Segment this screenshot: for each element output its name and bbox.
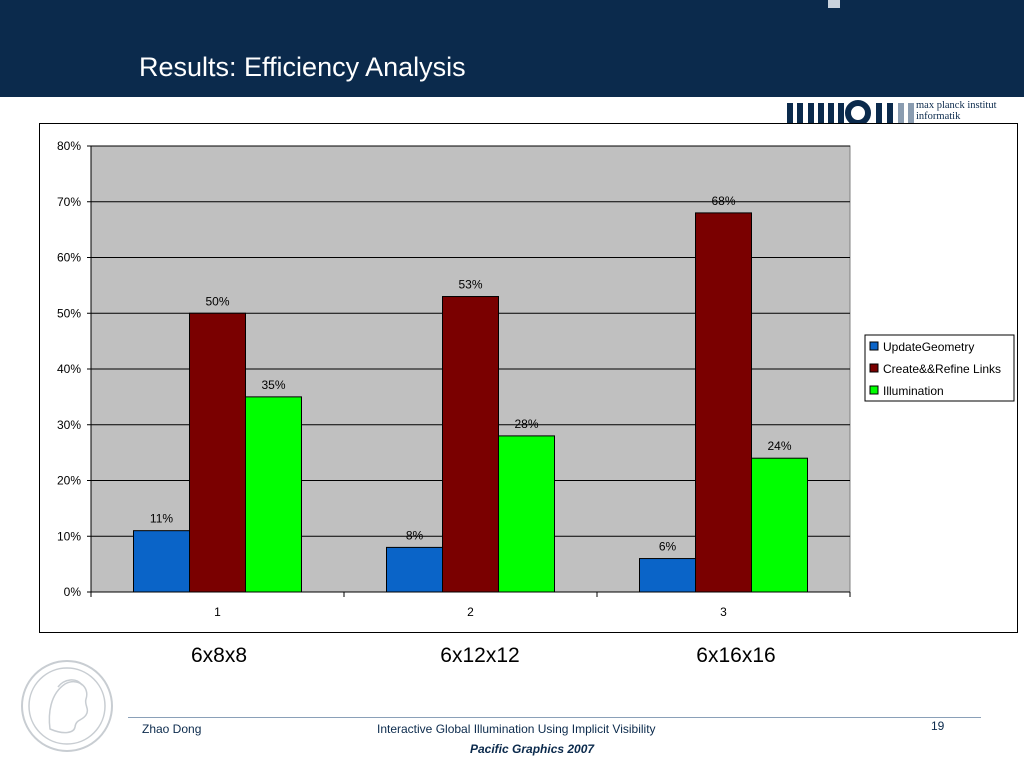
legend-box — [864, 334, 1015, 402]
logo-text-line2: informatik — [916, 111, 961, 122]
title-bar: Results: Efficiency Analysis — [0, 0, 1024, 97]
legend-label: Create&&Refine Links — [883, 362, 1001, 376]
y-tick-label: 0% — [64, 585, 82, 599]
logo-text: max planck institut informatik — [916, 100, 997, 122]
category-caption-2: 6x12x12 — [440, 644, 520, 667]
bar — [245, 396, 302, 593]
y-tick-label: 60% — [57, 251, 81, 265]
slide-title: Results: Efficiency Analysis — [139, 52, 466, 82]
bar — [133, 530, 190, 593]
data-label: 68% — [711, 194, 735, 208]
y-tick-label: 10% — [57, 529, 81, 543]
data-label: 6% — [659, 540, 677, 554]
category-caption-1: 6x8x8 — [190, 644, 248, 667]
y-tick-label: 20% — [57, 474, 81, 488]
y-tick-label: 40% — [57, 362, 81, 376]
x-tick-label: 3 — [720, 605, 727, 619]
footer-conference: Pacific Graphics 2007 — [470, 742, 595, 756]
category-caption-3: 6x16x16 — [696, 644, 776, 667]
bar — [498, 435, 555, 593]
x-tick-label: 2 — [467, 605, 474, 619]
y-tick-label: 30% — [57, 418, 81, 432]
data-label: 8% — [406, 528, 424, 542]
y-tick-label: 70% — [57, 195, 81, 209]
x-tick-label: 1 — [214, 605, 221, 619]
chart-frame: 0% 10% 20% 30% 40% 50% 60% 70% 80% 1 11% 50% 35% 2 8% 5… — [39, 123, 1018, 633]
legend-label: Illumination — [883, 384, 944, 398]
data-label: 35% — [261, 378, 285, 392]
data-label: 53% — [458, 278, 482, 292]
bar — [442, 296, 499, 593]
y-tick-label: 50% — [57, 306, 81, 320]
footer-talk-title: Interactive Global Illumination Using Im… — [377, 722, 656, 736]
legend-label: UpdateGeometry — [883, 340, 974, 354]
legend-swatch — [869, 385, 879, 395]
y-tick-label: 80% — [57, 139, 81, 153]
logo-text-line1: max planck institut — [916, 100, 997, 111]
bar-chart: 0%10%20%30%40%50%60%70%80%111%50%35%28%5… — [57, 139, 1015, 619]
bar — [695, 212, 752, 593]
legend-swatch — [869, 363, 879, 373]
bar — [189, 312, 246, 593]
corner-mark — [828, 0, 840, 8]
bar — [751, 457, 808, 593]
legend-swatch — [869, 341, 879, 351]
data-label: 28% — [514, 417, 538, 431]
data-label: 24% — [767, 439, 791, 453]
data-label: 50% — [205, 294, 229, 308]
footer-author: Zhao Dong — [142, 722, 202, 736]
bar — [639, 558, 696, 593]
footer-divider — [128, 717, 981, 718]
bar — [386, 546, 443, 593]
minerva-seal-icon — [21, 660, 113, 752]
footer-page-number: 19 — [931, 719, 945, 733]
data-label: 11% — [150, 512, 173, 526]
